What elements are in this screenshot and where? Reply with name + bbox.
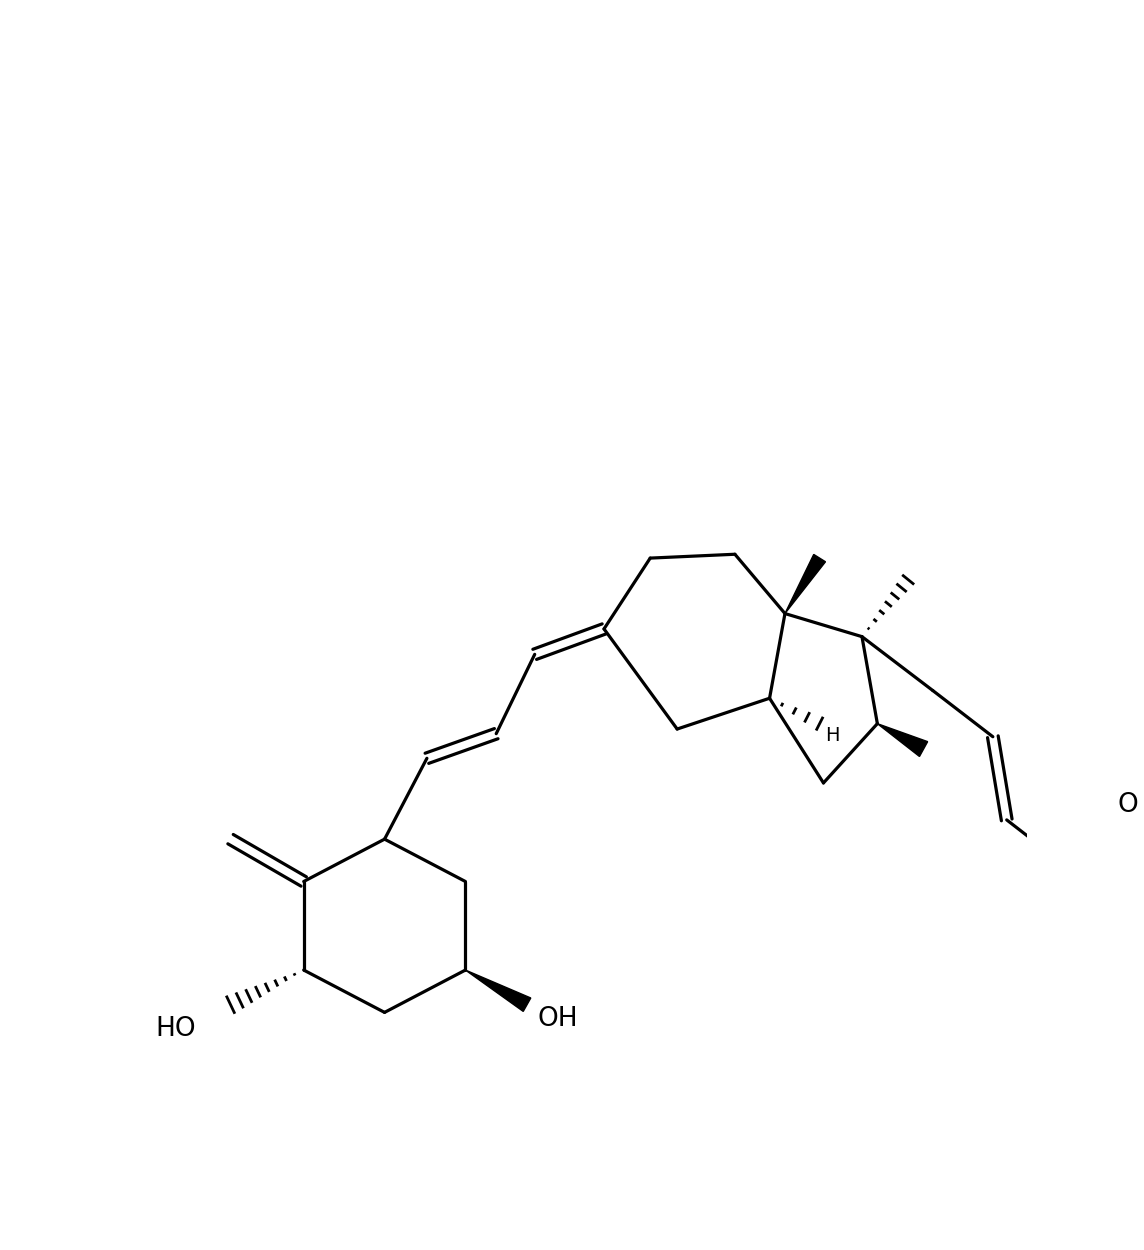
- Text: H: H: [825, 726, 840, 745]
- Polygon shape: [466, 970, 531, 1011]
- Text: HO: HO: [156, 1016, 196, 1042]
- Polygon shape: [785, 555, 826, 614]
- Text: OH: OH: [537, 1005, 578, 1031]
- Text: O: O: [1118, 791, 1138, 818]
- Polygon shape: [877, 724, 928, 756]
